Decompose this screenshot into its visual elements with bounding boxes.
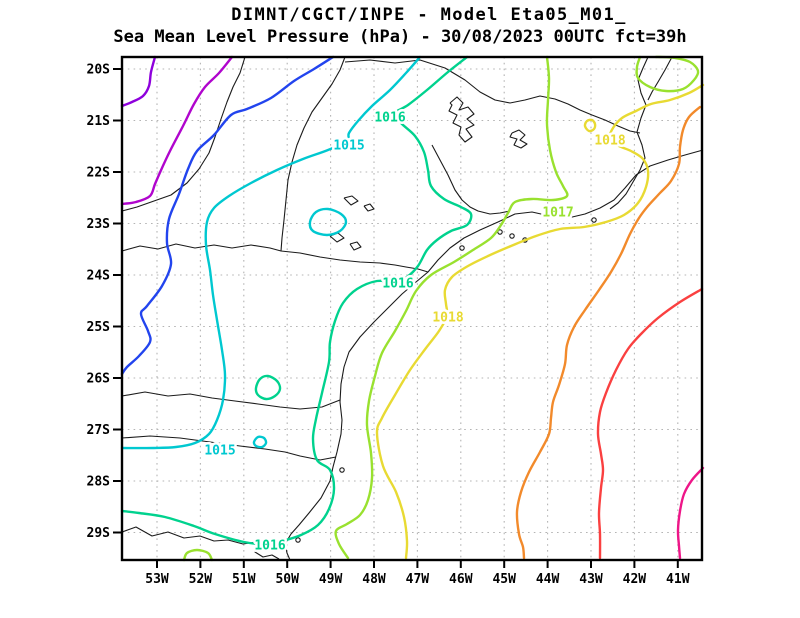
lon-tick-label: 51W — [232, 572, 256, 587]
contour-1017 — [334, 55, 569, 560]
contour-1015 — [308, 207, 348, 237]
coastline — [121, 391, 341, 410]
lat-tick-label: 27S — [87, 423, 111, 438]
lat-tick-label: 20S — [87, 63, 111, 78]
grid-layer — [122, 57, 702, 560]
contour-1016 — [254, 374, 282, 401]
lon-tick-label: 42W — [623, 572, 647, 587]
coastline — [121, 56, 246, 212]
contour-label-layer: 1015 1015 1016 1016 1016 1017 1018 1018 — [202, 108, 628, 556]
lake-outline — [363, 203, 375, 212]
lake-outline — [349, 241, 362, 251]
chart-title-line-2: Sea Mean Level Pressure (hPa) - 30/08/20… — [113, 27, 686, 47]
lon-tick-label: 43W — [579, 572, 603, 587]
lon-tick-label: 41W — [666, 572, 690, 587]
lake-outline — [343, 195, 359, 206]
island — [497, 229, 503, 235]
contour-1015 — [120, 55, 422, 450]
lake-outline — [509, 129, 528, 149]
lon-tick-label: 47W — [406, 572, 430, 587]
axes-layer: 53W 52W 51W 50W 49W 48W 47W 46W 45W 44W 43W 42W 41W 2… — [87, 55, 704, 587]
contour-1015 — [252, 435, 268, 449]
coastline — [284, 149, 704, 561]
contour-value-label-1015: 1015 — [204, 444, 235, 459]
lake-outline — [448, 96, 475, 143]
contour-1016 — [120, 55, 473, 546]
contour-1019 — [515, 105, 702, 560]
lat-tick-label: 24S — [87, 269, 111, 284]
contour-1017 — [182, 548, 214, 562]
contour-value-label-1018: 1018 — [432, 311, 463, 326]
lon-tick-label: 48W — [362, 572, 386, 587]
contour-1018 — [583, 118, 597, 133]
lat-tick-label: 29S — [87, 526, 111, 541]
contour-1020 — [596, 287, 704, 560]
island — [459, 245, 465, 251]
contour-1014 — [120, 55, 335, 376]
contour-value-label-1016: 1016 — [374, 111, 405, 126]
coastline — [121, 435, 337, 461]
coastline — [431, 144, 511, 215]
lon-tick-label: 45W — [492, 572, 516, 587]
lon-tick-label: 50W — [275, 572, 299, 587]
map-frame — [120, 55, 704, 562]
contour-1012 — [120, 55, 157, 108]
contour-value-label-1017: 1017 — [542, 206, 573, 221]
island — [339, 467, 345, 473]
lat-tick-label: 28S — [87, 475, 111, 490]
contour-layer — [120, 55, 705, 562]
contour-value-label-1016: 1016 — [382, 277, 413, 292]
island — [509, 233, 515, 239]
contour-value-label-1015: 1015 — [333, 139, 364, 154]
coastline — [609, 56, 649, 210]
contour-1013 — [120, 55, 234, 206]
contour-value-label-1016: 1016 — [254, 539, 285, 554]
island — [295, 537, 301, 543]
lat-tick-label: 25S — [87, 320, 111, 335]
lon-tick-label: 52W — [189, 572, 213, 587]
lat-tick-label: 22S — [87, 166, 111, 181]
contour-1021 — [676, 466, 705, 560]
lat-tick-label: 21S — [87, 114, 111, 129]
coastline — [344, 59, 641, 134]
lon-tick-label: 46W — [449, 572, 473, 587]
coastline — [121, 526, 280, 560]
lon-tick-label: 49W — [319, 572, 343, 587]
island — [591, 217, 597, 223]
contour-value-label-1018: 1018 — [594, 134, 625, 149]
lon-tick-label: 44W — [536, 572, 560, 587]
contour-1018 — [375, 83, 705, 560]
lat-tick-label: 23S — [87, 217, 111, 232]
chart-title-line-1: DIMNT/CGCT/INPE - Model Eta05_M01_ — [231, 5, 627, 25]
coastline — [121, 243, 429, 273]
coastline — [647, 56, 673, 101]
lat-tick-label: 26S — [87, 372, 111, 387]
lon-tick-label: 53W — [145, 572, 169, 587]
coastline — [280, 56, 346, 252]
